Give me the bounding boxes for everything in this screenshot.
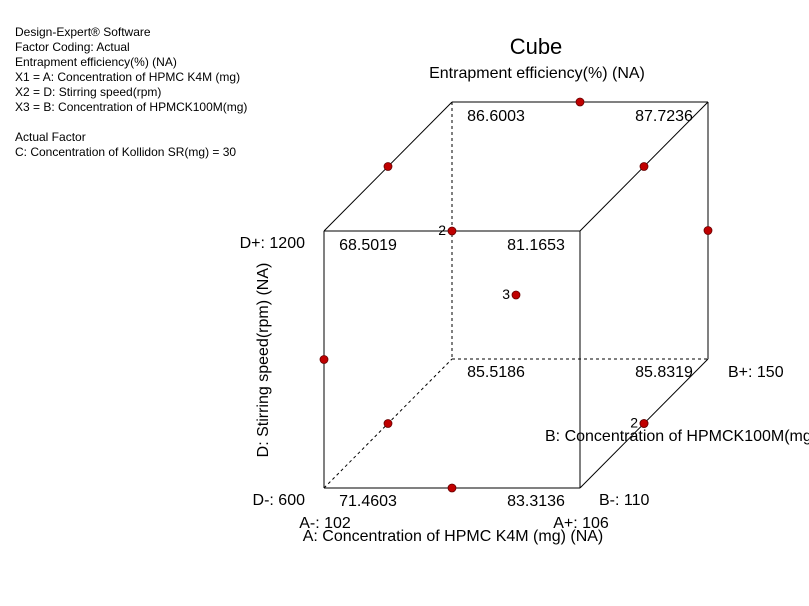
info-line: X2 = D: Stirring speed(rpm) [15,85,162,99]
design-point [319,355,329,364]
info-line: C: Concentration of Kollidon SR(mg) = 30 [15,145,237,159]
a-low-label: A-: 102 [299,515,351,532]
info-line: Entrapment efficiency(%) (NA) [15,55,177,69]
design-point [383,419,393,428]
corner-value: 85.5186 [467,364,525,381]
corner-value: 68.5019 [339,237,397,254]
info-line: Actual Factor [15,130,86,144]
corner-value: 85.8319 [635,364,693,381]
replicate-count: 2 [438,222,446,238]
y-axis-label: D: Stirring speed(rpm) (NA) [255,263,272,458]
design-point [703,226,713,235]
x-axis-label: A: Concentration of HPMC K4M (mg) (NA) [303,528,604,545]
replicate-count: 2 [630,415,638,431]
design-point [639,419,649,428]
info-line: X3 = B: Concentration of HPMCK100M(mg) [15,100,248,114]
design-point [447,226,457,236]
d-low-label: D-: 600 [253,492,306,509]
d-high-label: D+: 1200 [240,235,305,252]
info-line: Factor Coding: Actual [15,40,130,54]
info-panel: Design-Expert® Software Factor Coding: A… [15,25,247,160]
chart-subtitle: Entrapment efficiency(%) (NA) [429,65,645,82]
replicate-count: 3 [502,286,510,302]
corner-value: 87.7236 [635,108,693,125]
design-point [383,162,393,171]
design-point [447,483,457,493]
corner-value: 86.6003 [467,108,525,125]
design-point [575,97,585,107]
corner-value: 71.4603 [339,493,397,510]
design-point [639,162,649,171]
info-line: X1 = A: Concentration of HPMC K4M (mg) [15,70,241,84]
b-low-label: B-: 110 [599,492,650,509]
design-point [511,290,521,300]
b-high-label: B+: 150 [728,364,784,381]
z-axis-label: B: Concentration of HPMCK100M(mg) [545,428,809,445]
corner-value: 83.3136 [507,493,565,510]
corner-value: 81.1653 [507,237,565,254]
chart-title: Cube [510,34,563,59]
a-high-label: A+: 106 [553,515,609,532]
info-line: Design-Expert® Software [15,25,151,39]
